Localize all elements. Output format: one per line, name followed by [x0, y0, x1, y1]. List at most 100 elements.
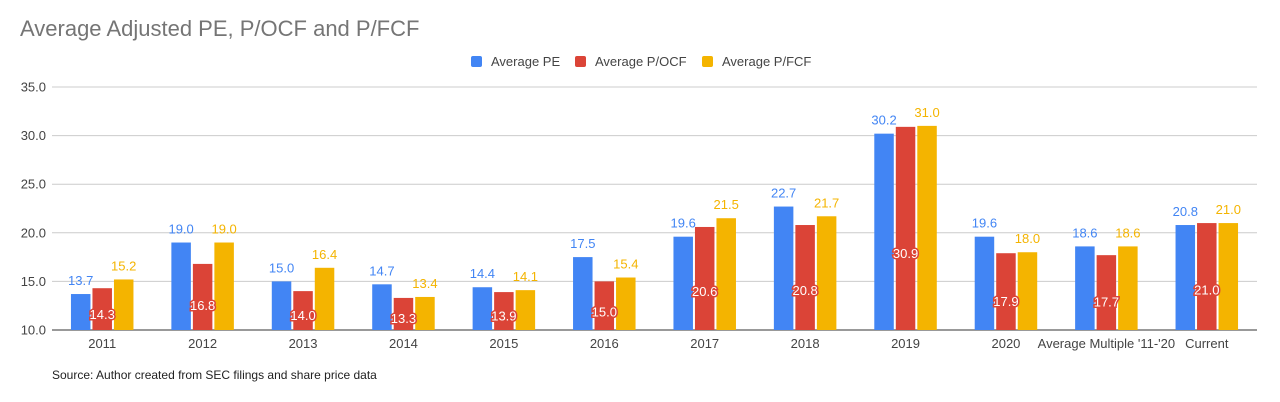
bar: [594, 281, 615, 330]
data-label: 15.4: [613, 257, 638, 272]
x-tick-label: 2018: [791, 336, 820, 351]
legend-label: Average PE: [491, 54, 560, 69]
bar: [974, 236, 995, 330]
bar: [694, 226, 715, 330]
bar: [773, 206, 794, 330]
data-label: 21.7: [814, 195, 839, 210]
bar: [171, 242, 191, 330]
data-label: 20.6: [692, 284, 717, 299]
y-tick-label: 25.0: [21, 177, 46, 192]
data-label: 18.6: [1115, 225, 1140, 240]
data-label: 17.5: [570, 236, 595, 251]
bar: [716, 218, 736, 330]
bar: [1197, 223, 1217, 330]
y-tick-label: 10.0: [21, 323, 46, 338]
bar: [293, 291, 313, 330]
x-tick-label: 2015: [489, 336, 518, 351]
bar: [1017, 252, 1038, 330]
x-axis-ticks: 2011 2012 2013 2014 2015 2016 2017 2018 2019 2020…: [88, 336, 1229, 351]
data-label: 14.3: [90, 307, 115, 322]
bar: [192, 263, 213, 330]
x-tick-label: 2020: [991, 336, 1020, 351]
bar: [472, 287, 493, 330]
bar: [113, 279, 134, 330]
bar: [271, 281, 292, 330]
legend: Average PE Average P/OCF Average P/FCF: [471, 54, 811, 69]
chart-title: Average Adjusted PE, P/OCF and P/FCF: [20, 16, 420, 41]
data-label: 20.8: [1173, 204, 1198, 219]
data-label: 21.0: [1194, 282, 1219, 297]
x-tick-label: 2019: [891, 336, 920, 351]
bar: [1218, 223, 1239, 330]
bar: [70, 294, 91, 330]
x-tick-label: 2011: [88, 336, 116, 351]
data-label: 19.6: [671, 216, 696, 231]
y-axis-ticks: 10.0 15.0 20.0 25.0 30.0 35.0: [21, 80, 46, 338]
data-label: 19.0: [168, 222, 193, 237]
bars: [70, 125, 1239, 331]
bar: [795, 225, 815, 330]
bar: [92, 288, 112, 330]
data-label: 13.9: [491, 309, 516, 324]
bar: [1175, 225, 1196, 330]
data-label: 16.8: [190, 298, 215, 313]
legend-swatch: [702, 56, 713, 67]
data-label: 21.0: [1216, 202, 1241, 217]
bar: [393, 297, 414, 330]
data-label: 14.7: [369, 263, 394, 278]
bar: [573, 257, 593, 330]
bar: [616, 277, 636, 330]
bar: [816, 216, 837, 330]
x-tick-label: 2013: [289, 336, 318, 351]
data-label: 19.0: [211, 222, 236, 237]
data-labels: 13.7 14.3 15.2 19.0 16.8 19.0 15.0 14.0 16.4 14.7…: [68, 105, 1241, 327]
x-tick-label: Current: [1185, 336, 1229, 351]
data-label: 17.7: [1094, 295, 1119, 310]
bar: [314, 267, 335, 330]
legend-label: Average P/FCF: [722, 54, 811, 69]
data-label: 14.0: [290, 308, 315, 323]
data-label: 14.4: [470, 266, 495, 281]
legend-swatch: [575, 56, 586, 67]
bar: [673, 236, 693, 330]
x-tick-label: 2012: [188, 336, 217, 351]
data-label: 19.6: [972, 216, 997, 231]
data-label: 22.7: [771, 186, 796, 201]
data-label: 30.2: [871, 113, 896, 128]
data-label: 15.2: [111, 258, 136, 273]
bar: [1118, 246, 1138, 330]
y-tick-label: 30.0: [21, 128, 46, 143]
data-label: 16.4: [312, 247, 337, 262]
data-label: 31.0: [914, 105, 939, 120]
y-tick-label: 15.0: [21, 274, 46, 289]
bar: [874, 133, 894, 330]
bar: [494, 292, 514, 330]
legend-swatch: [471, 56, 482, 67]
bar: [917, 125, 937, 330]
data-label: 18.0: [1015, 231, 1040, 246]
bar: [996, 253, 1016, 330]
data-label: 30.9: [893, 246, 918, 261]
bar: [415, 296, 435, 330]
chart-source-note: Source: Author created from SEC filings …: [52, 368, 377, 382]
x-tick-label: 2014: [389, 336, 418, 351]
data-label: 13.4: [412, 276, 437, 291]
y-tick-label: 35.0: [21, 80, 46, 95]
data-label: 17.9: [993, 294, 1018, 309]
gridlines: [52, 86, 1257, 331]
data-label: 15.0: [592, 305, 617, 320]
x-tick-label: 2016: [590, 336, 619, 351]
data-label: 20.8: [792, 283, 817, 298]
legend-label: Average P/OCF: [595, 54, 687, 69]
bar: [1075, 246, 1095, 330]
bar: [895, 126, 916, 331]
data-label: 18.6: [1072, 225, 1097, 240]
bar: [372, 284, 392, 330]
data-label: 14.1: [513, 269, 538, 284]
x-tick-label: 2017: [690, 336, 719, 351]
bar: [1096, 255, 1117, 330]
y-tick-label: 20.0: [21, 225, 46, 240]
bar: [515, 290, 536, 330]
data-label: 13.7: [68, 273, 93, 288]
